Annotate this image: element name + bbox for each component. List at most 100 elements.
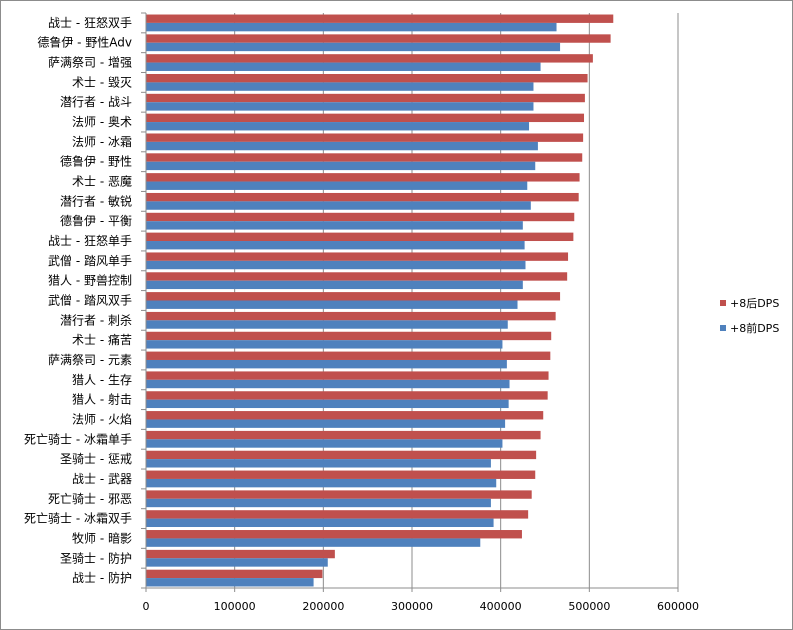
bar-before — [146, 42, 561, 52]
bar-after — [146, 450, 537, 460]
x-tick-label: 600000 — [657, 600, 699, 613]
bar-before — [146, 498, 491, 508]
bar-before — [146, 201, 531, 210]
category-label: 武僧 - 踏风单手 — [48, 254, 132, 268]
legend-label: +8后DPS — [730, 297, 779, 310]
category-label: 法师 - 奥术 — [72, 115, 132, 129]
bar-after — [146, 470, 536, 479]
bar-after — [146, 411, 544, 420]
bar-before — [146, 320, 508, 329]
bar-before — [146, 300, 518, 309]
bar-before — [146, 62, 541, 71]
legend: +8后DPS +8前DPS — [720, 297, 779, 335]
bar-after — [146, 93, 585, 103]
bar-after — [146, 510, 529, 519]
bar-after — [146, 430, 541, 440]
bar-before — [146, 340, 503, 349]
category-label: 猎人 - 野兽控制 — [48, 274, 132, 288]
bar-before — [146, 241, 525, 250]
bar-before — [146, 379, 510, 389]
tick-labels: 0 100000 200000 300000 400000 500000 600000 — [143, 600, 700, 613]
category-label: 术士 - 毁灭 — [72, 74, 132, 89]
bar-after — [146, 153, 583, 162]
category-label: 萨满祭司 - 元素 — [48, 353, 132, 367]
bar-before — [146, 102, 534, 111]
category-label: 圣骑士 - 惩戒 — [60, 452, 132, 466]
bar-before — [146, 181, 528, 190]
category-label: 法师 - 冰霜 — [72, 135, 132, 149]
bar-before — [146, 82, 534, 91]
bar-after — [146, 569, 323, 579]
bar-after — [146, 272, 568, 281]
category-label: 武僧 - 踏风双手 — [48, 294, 132, 308]
bar-after — [146, 133, 584, 142]
bar-after — [146, 490, 532, 499]
bar-after — [146, 212, 575, 222]
x-tick-label: 200000 — [302, 600, 344, 613]
bar-before — [146, 280, 523, 290]
category-label: 法师 - 火焰 — [72, 411, 132, 426]
category-label: 术士 - 恶魔 — [72, 174, 132, 189]
bar-before — [146, 22, 557, 32]
bar-after — [146, 34, 611, 43]
bar-before — [146, 419, 506, 428]
bar-after — [146, 371, 549, 380]
bar-after — [146, 73, 588, 83]
bar-after — [146, 192, 579, 202]
category-label: 术士 - 痛苦 — [72, 332, 132, 347]
bar-before — [146, 399, 509, 409]
category-label: 德鲁伊 - 野性 — [60, 154, 132, 169]
bar-before — [146, 260, 526, 270]
category-label: 潜行者 - 战斗 — [60, 95, 132, 109]
bar-before — [146, 578, 314, 587]
bar-after — [146, 173, 580, 182]
bars — [146, 14, 614, 587]
category-label: 德鲁伊 - 野性Adv — [37, 35, 132, 50]
category-label: 死亡骑士 - 邪恶 — [48, 492, 132, 506]
bar-before — [146, 518, 494, 528]
category-label: 战士 - 狂怒单手 — [48, 233, 132, 248]
category-label: 死亡骑士 - 冰霜双手 — [24, 512, 132, 526]
bar-before — [146, 141, 538, 151]
category-label: 战士 - 武器 — [72, 472, 132, 486]
bar-before — [146, 538, 481, 547]
x-tick-label: 300000 — [391, 600, 433, 613]
category-label: 战士 - 狂怒双手 — [48, 15, 132, 30]
category-label: 潜行者 - 敏锐 — [60, 193, 132, 208]
bar-before — [146, 161, 536, 171]
legend-swatch — [720, 300, 726, 306]
bar-after — [146, 113, 585, 123]
bar-after — [146, 14, 614, 23]
category-label: 猎人 - 射击 — [72, 392, 132, 407]
category-label: 潜行者 - 刺杀 — [60, 312, 132, 327]
bar-after — [146, 351, 551, 360]
category-label: 死亡骑士 - 冰霜单手 — [24, 432, 132, 446]
bar-before — [146, 558, 328, 567]
bar-after — [146, 54, 593, 63]
bar-before — [146, 359, 507, 369]
bar-before — [146, 478, 497, 488]
bar-before — [146, 221, 523, 230]
x-tick-label: 0 — [143, 600, 150, 613]
category-label: 猎人 - 生存 — [72, 373, 132, 387]
x-tick-label: 400000 — [480, 600, 522, 613]
category-label: 牧师 - 暗影 — [72, 530, 132, 545]
category-label: 战士 - 防护 — [72, 570, 132, 585]
legend-label: +8前DPS — [730, 321, 779, 335]
axes — [141, 12, 679, 592]
category-label: 德鲁伊 - 平衡 — [60, 213, 132, 228]
bar-after — [146, 252, 569, 261]
bar-before — [146, 439, 503, 448]
category-label: 萨满祭司 - 增强 — [48, 56, 132, 70]
bar-before — [146, 459, 491, 468]
bar-after — [146, 549, 335, 559]
bar-before — [146, 122, 530, 131]
legend-swatch — [720, 325, 726, 331]
bar-after — [146, 331, 552, 341]
bar-after — [146, 232, 574, 242]
x-tick-label: 100000 — [214, 600, 256, 613]
bar-after — [146, 530, 522, 539]
